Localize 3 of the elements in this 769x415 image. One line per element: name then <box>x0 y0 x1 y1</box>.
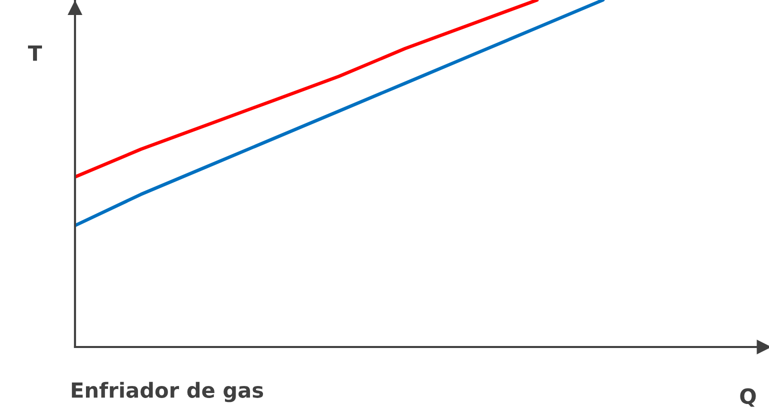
y-axis-title: T <box>28 46 42 61</box>
text: Enfriador de gas <box>72 382 264 402</box>
x-axis-title: Q <box>740 388 756 407</box>
